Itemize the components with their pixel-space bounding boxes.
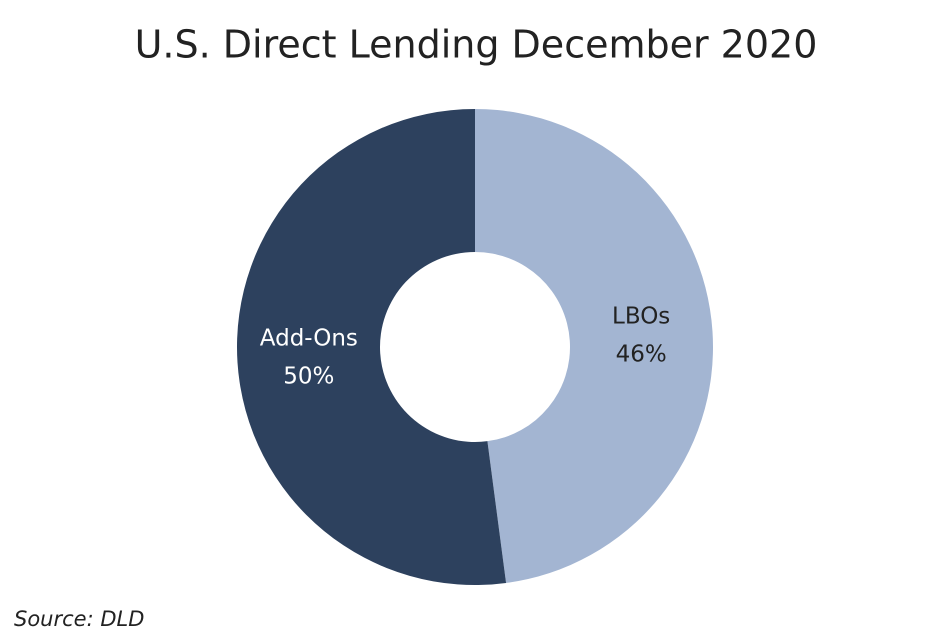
slice-value-label: 46%: [616, 342, 667, 368]
slice-label: Add-Ons: [260, 325, 358, 351]
source-note: Source: DLD: [14, 607, 144, 631]
donut-slice: [237, 109, 507, 585]
chart-title: U.S. Direct Lending December 2020: [135, 23, 818, 67]
donut-slice: [475, 109, 713, 583]
slice-label: LBOs: [612, 304, 670, 330]
slice-value-label: 50%: [283, 363, 334, 389]
